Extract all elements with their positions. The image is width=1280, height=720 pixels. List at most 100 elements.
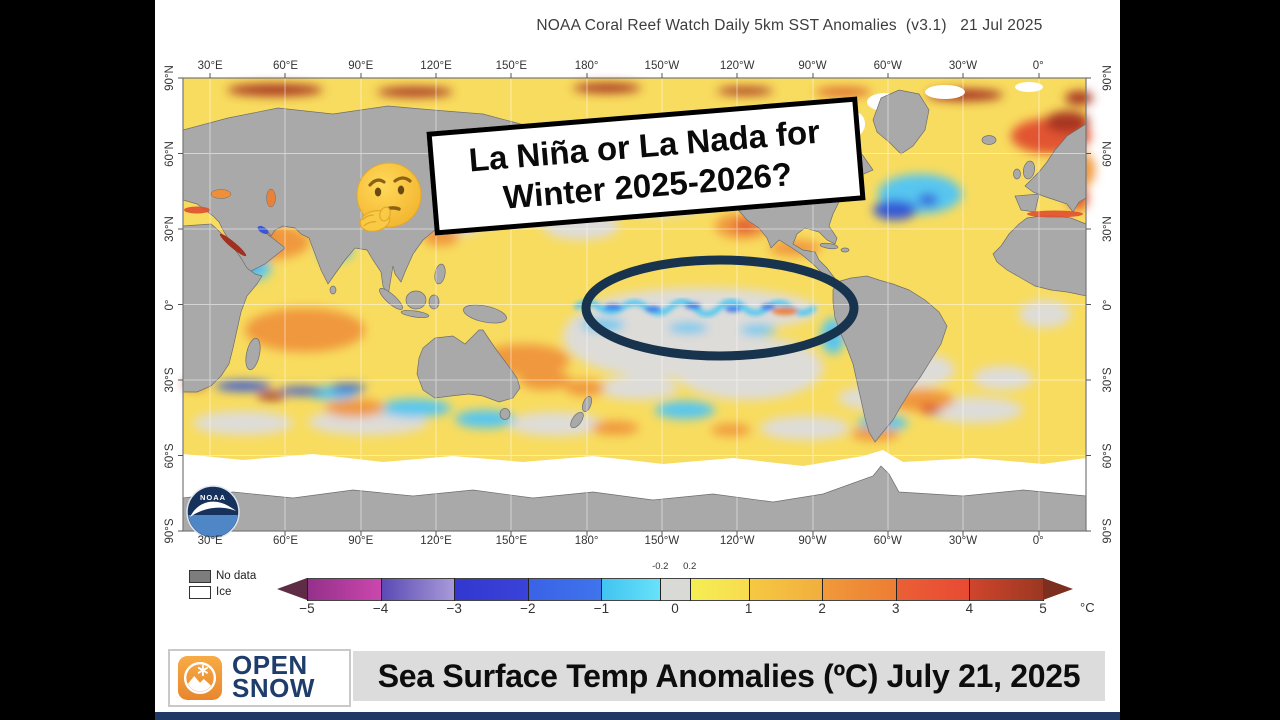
colorbar-unit: °C <box>1080 600 1095 615</box>
colorbar-subtick-label: 0.2 <box>683 561 697 572</box>
left-axis-label: 0° <box>164 299 176 310</box>
left-axis-label: 60°S <box>164 442 176 469</box>
colorbar-segment <box>454 579 528 600</box>
colorbar-tick-label: −5 <box>299 601 315 616</box>
colorbar-segment <box>822 579 896 600</box>
land-australia <box>416 329 521 403</box>
colorbar-segment <box>895 579 970 600</box>
top-axis-label: 0° <box>1032 60 1044 72</box>
colorbar-divider <box>748 578 750 601</box>
land-hispaniola <box>840 247 850 253</box>
bottom-axis-label: 150°E <box>495 535 528 547</box>
top-axis-label: 120°E <box>420 60 452 72</box>
map-frame <box>178 73 1091 536</box>
bottom-axis-label: 150°W <box>644 535 680 547</box>
right-axis-label: 60°S <box>1102 442 1114 469</box>
top-axis-label: 180° <box>574 60 599 72</box>
colorbar-segment <box>601 579 661 600</box>
bottom-accent-strip <box>155 712 1120 720</box>
colorbar-tick-label: −3 <box>446 601 462 616</box>
colorbar <box>307 578 1043 601</box>
noaa-logo: NOAA <box>186 485 240 539</box>
top-axis-label: 60°E <box>272 60 298 72</box>
land-madagascar <box>245 337 261 371</box>
ice-swatch <box>189 586 211 599</box>
top-axis-label: 30°E <box>197 60 223 72</box>
top-axis-label: 90°E <box>348 60 374 72</box>
top-axis-label: 120°W <box>719 60 755 72</box>
land-iceland <box>981 135 997 145</box>
noaa-logo-text: NOAA <box>200 493 226 502</box>
bottom-axis-label: 90°E <box>348 535 374 547</box>
colorbar-segment <box>969 579 1043 600</box>
colorbar-divider <box>380 578 382 601</box>
left-axis-label: 90°S <box>164 518 176 544</box>
right-axis-label: 90°N <box>1102 65 1114 91</box>
bottom-axis-label: 60°E <box>272 535 298 547</box>
right-axis-label: 90°S <box>1102 518 1114 544</box>
land-uk <box>1023 160 1035 180</box>
top-axis-label: 60°W <box>873 60 902 72</box>
bottom-axis-label: 180° <box>574 535 599 547</box>
bottom-axis-label: 120°W <box>719 535 755 547</box>
land-greenland <box>872 89 930 155</box>
colorbar-tick-label: 0 <box>671 601 679 616</box>
colorbar-tick-label: 4 <box>965 601 974 616</box>
colorbar-divider <box>307 578 308 601</box>
colorbar-divider <box>454 578 456 601</box>
land-philippines <box>434 263 446 285</box>
land-nz-south <box>570 411 584 429</box>
colorbar-segment <box>380 579 455 600</box>
colorbar-divider <box>601 578 603 601</box>
colorbar-segment <box>307 579 381 600</box>
no-data-label: No data <box>216 570 257 582</box>
colorbar-segment <box>689 579 749 600</box>
right-axis-label: 0° <box>1102 299 1114 310</box>
land-borneo <box>405 290 427 310</box>
colorbar-left-arrow <box>277 578 307 600</box>
colorbar-divider <box>895 578 897 601</box>
colorbar-subtick-label: -0.2 <box>652 561 669 572</box>
top-axis-label: 150°W <box>644 60 680 72</box>
figure-title: NOAA Coral Reef Watch Daily 5km SST Anom… <box>536 17 1043 34</box>
land-south-america <box>832 275 948 443</box>
land-java <box>400 310 430 318</box>
colorbar-tick-label: 5 <box>1039 601 1047 616</box>
caption-text: Sea Surface Temp Anomalies (ºC) July 21,… <box>377 657 1081 694</box>
bottom-axis-label: 60°W <box>873 535 902 547</box>
top-axis-label: 90°W <box>798 60 827 72</box>
bottom-axis-label: 30°E <box>197 535 223 547</box>
brand-open: OPEN <box>232 650 308 680</box>
colorbar-tick-label: 3 <box>892 601 900 616</box>
no-data-swatch <box>189 570 211 583</box>
colorbar-tick-label: −2 <box>520 601 536 616</box>
bottom-axis-label: 120°E <box>420 535 452 547</box>
thinking-face-icon <box>356 162 422 232</box>
land-cuba <box>819 242 839 250</box>
opensnow-app-icon <box>177 655 223 701</box>
colorbar-divider <box>822 578 824 601</box>
colorbar-divider <box>660 578 662 601</box>
bottom-axis-label: 0° <box>1032 535 1044 547</box>
land-ireland <box>1013 168 1021 180</box>
colorbar-right-arrow <box>1043 578 1073 600</box>
left-axis-label: 90°N <box>164 65 176 91</box>
caption-bar: Sea Surface Temp Anomalies (ºC) July 21,… <box>353 651 1105 701</box>
left-axis-label: 30°S <box>164 367 176 393</box>
right-axis-label: 30°N <box>1102 216 1114 242</box>
land-sri-lanka <box>329 285 337 295</box>
right-axis-label: 60°N <box>1102 140 1114 167</box>
left-axis-label: 30°N <box>164 216 176 242</box>
colorbar-divider <box>527 578 529 601</box>
bottom-axis-label: 90°W <box>798 535 827 547</box>
land-africa-east <box>182 223 263 393</box>
enso-region-circle <box>581 255 859 361</box>
colorbar-divider <box>969 578 971 601</box>
bottom-axis-label: 30°W <box>948 535 978 547</box>
left-axis-label: 60°N <box>164 140 176 167</box>
land-antarctica <box>182 465 1087 532</box>
top-axis-label: 30°W <box>948 60 978 72</box>
colorbar-segment <box>748 579 823 600</box>
land-tasmania <box>499 408 511 420</box>
opensnow-wordmark: OPEN SNOW <box>232 650 315 701</box>
